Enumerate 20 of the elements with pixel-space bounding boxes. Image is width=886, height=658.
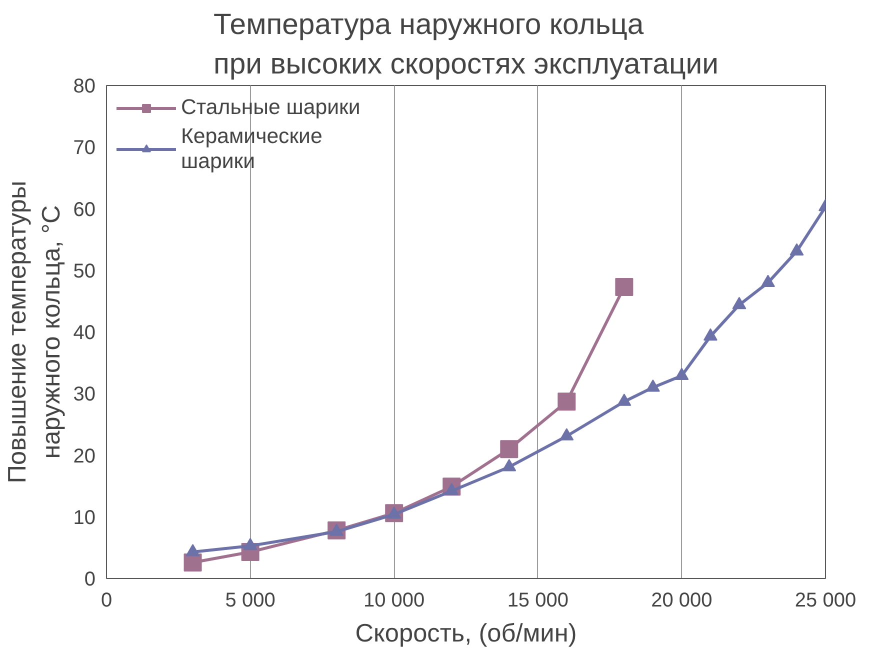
y-tick-label: 60 <box>73 198 96 221</box>
chart-title: Температура наружного кольца при высоких скоростях эксплуатации <box>213 8 719 80</box>
y-tick-label: 10 <box>73 506 96 529</box>
x-tick-label: 5 000 <box>225 590 276 612</box>
x-tick-label: 20 000 <box>651 590 712 612</box>
x-tick-label: 25 000 <box>794 590 856 612</box>
x-tick-label: 15 000 <box>507 590 568 612</box>
y-tick-label: 40 <box>73 322 96 344</box>
y-tick-label: 20 <box>73 445 96 468</box>
y-axis-title: Повышение температуры наружного кольца, °C <box>4 180 66 484</box>
x-tick-label: 0 <box>100 590 112 612</box>
legend-label: Стальные шарики <box>181 95 360 120</box>
legend-label: Керамические шарики <box>181 124 322 174</box>
x-tick-label: 10 000 <box>364 590 425 612</box>
x-axis-title: Скорость, (об/мин) <box>355 620 577 648</box>
y-tick-label: 80 <box>73 76 96 98</box>
y-tick-label: 0 <box>84 568 96 590</box>
y-tick-label: 70 <box>73 137 96 160</box>
y-tick-label: 30 <box>73 384 96 406</box>
y-tick-label: 50 <box>73 260 96 282</box>
